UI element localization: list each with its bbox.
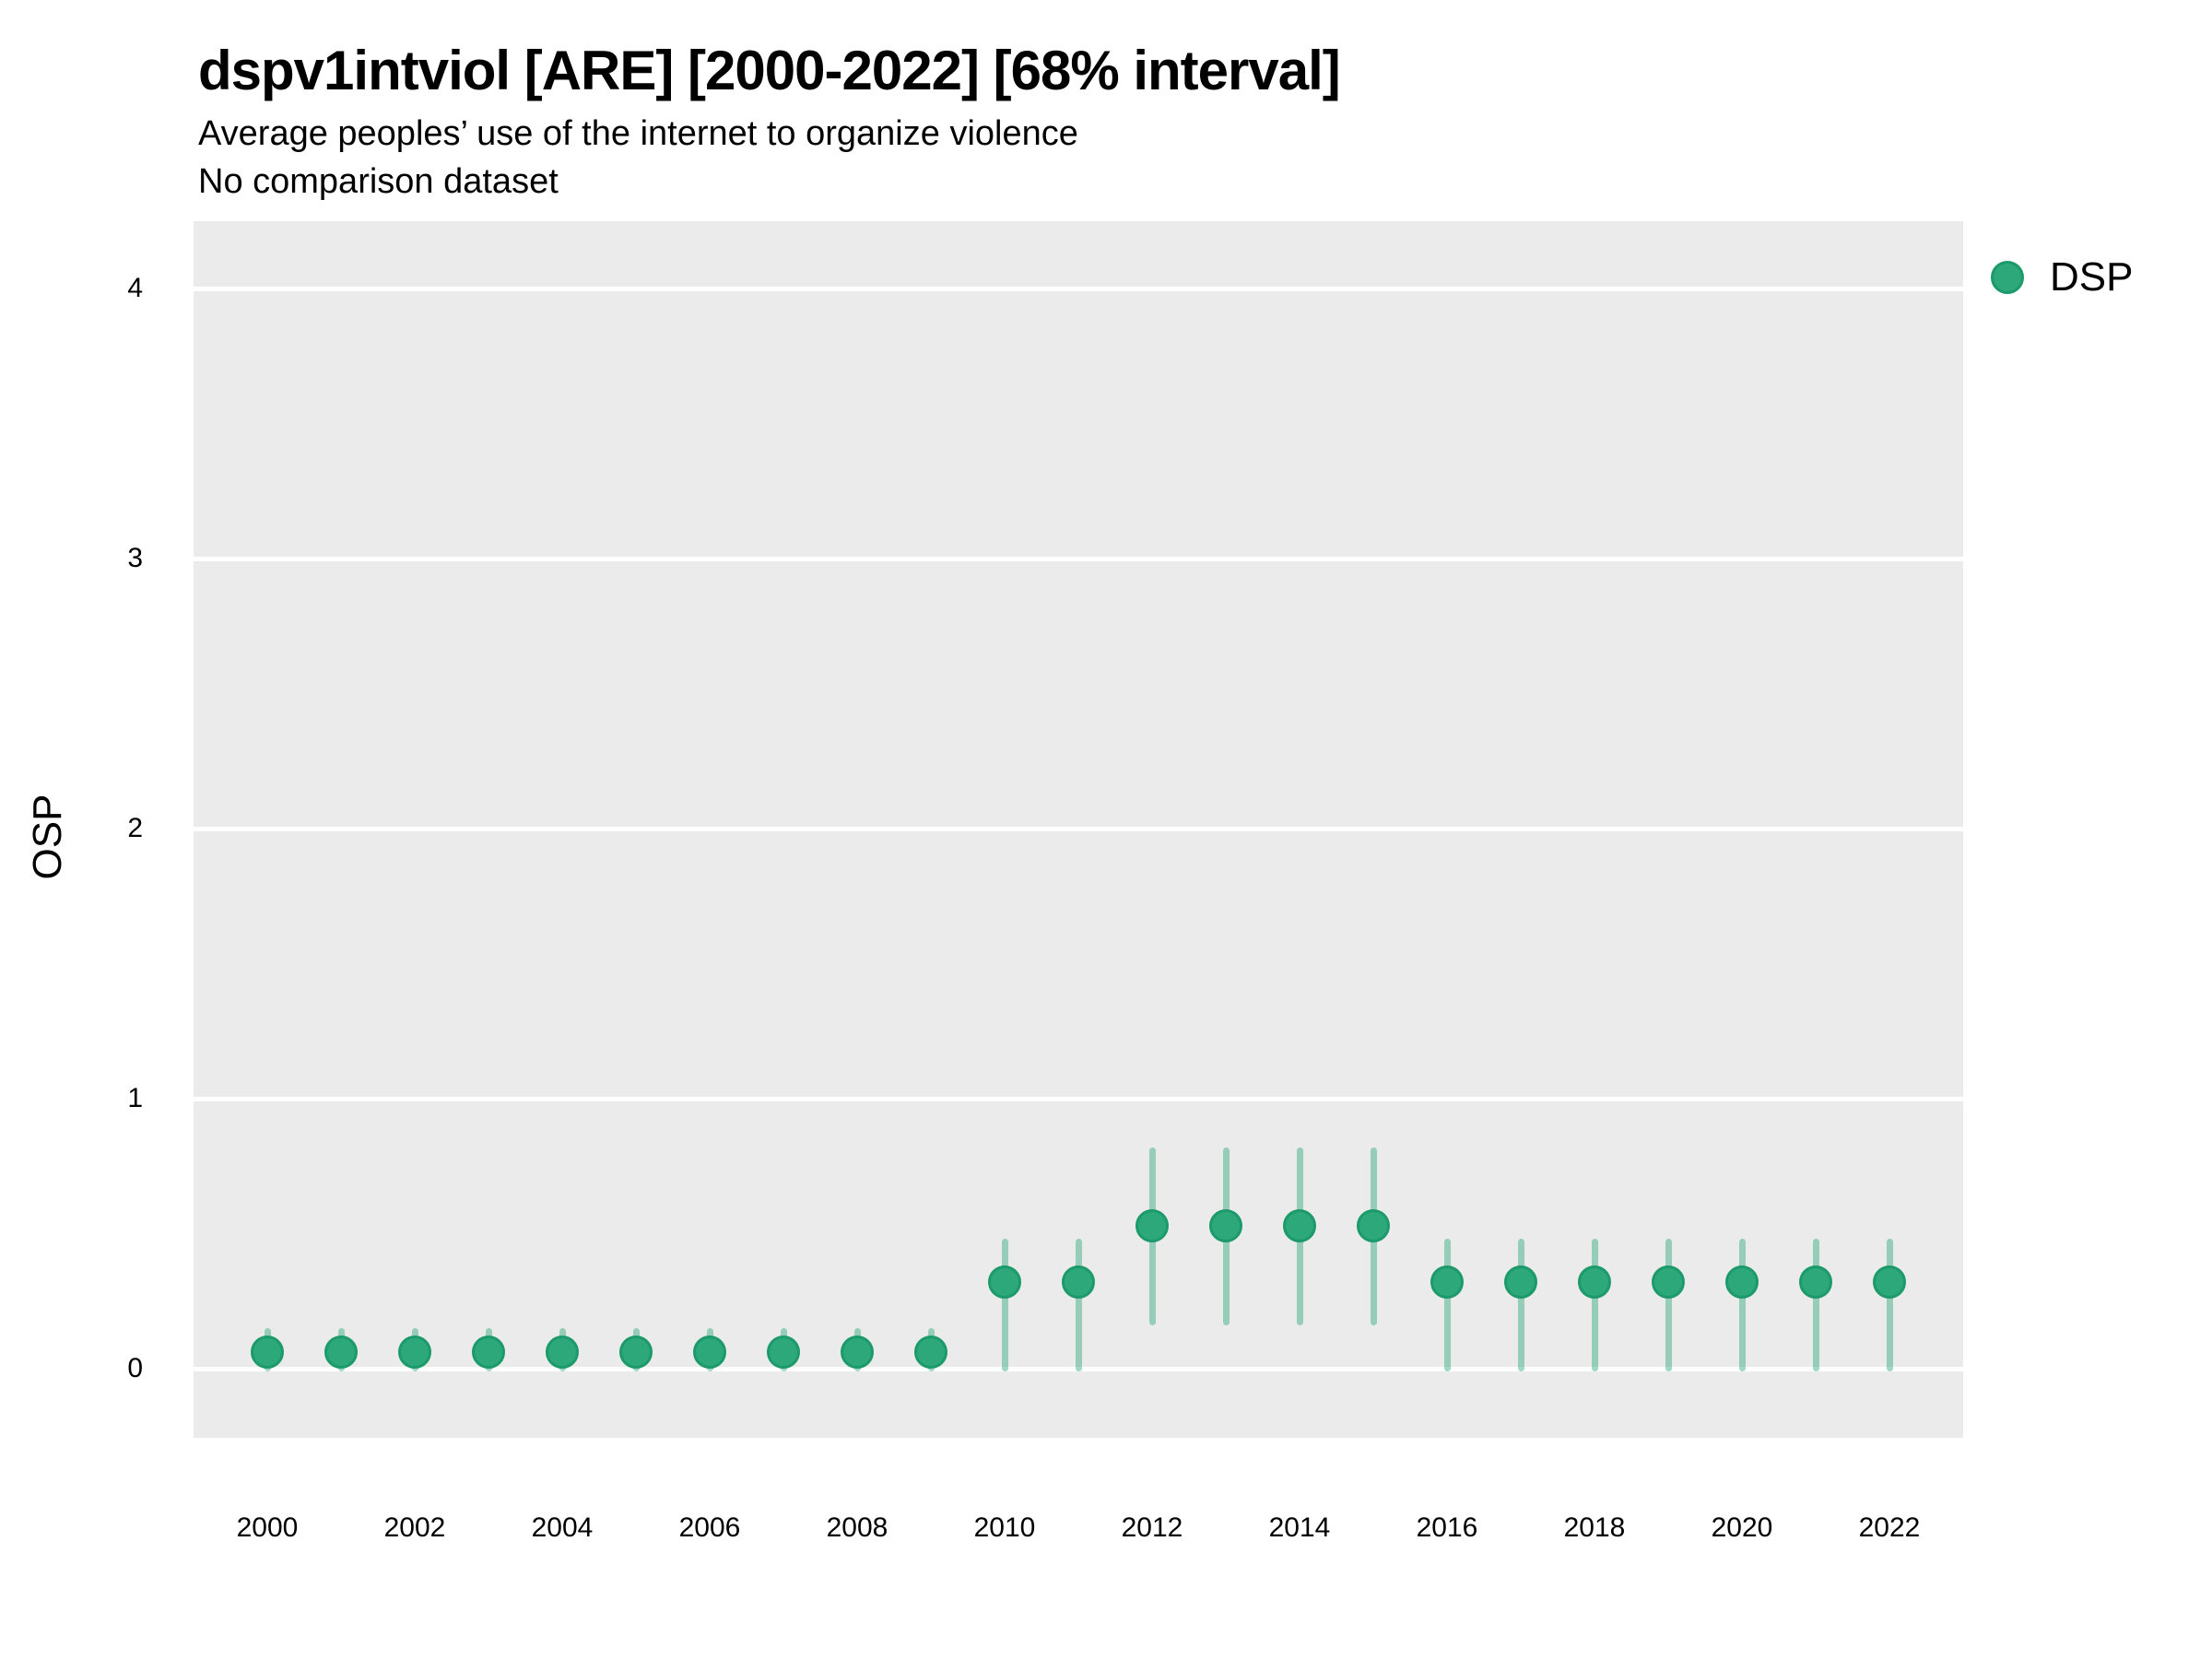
x-tick-label-2012: 2012 [1121,1512,1183,1543]
x-tick-label-2018: 2018 [1563,1512,1626,1543]
data-point-2002 [398,1335,431,1370]
data-point-2020 [1725,1265,1759,1300]
data-point-2019 [1652,1265,1685,1300]
data-point-2016 [1430,1265,1464,1300]
y-tick-label-1: 1 [127,1083,143,1113]
data-point-2005 [619,1335,653,1370]
errorbar-2022 [1886,1239,1893,1371]
errorbar-2016 [1443,1239,1451,1371]
x-tick-label-2016: 2016 [1416,1512,1478,1543]
y-tick-label-2: 2 [127,813,143,843]
data-point-2001 [324,1335,358,1370]
data-point-2017 [1504,1265,1537,1300]
y-axis-title: OSP [25,794,70,880]
errorbar-2021 [1812,1239,1819,1371]
data-point-2009 [914,1335,947,1370]
x-tick-label-2020: 2020 [1711,1512,1773,1543]
data-point-2008 [841,1335,874,1370]
data-point-2011 [1062,1265,1095,1300]
legend-label: DSP [2050,254,2134,300]
x-tick-label-2006: 2006 [678,1512,741,1543]
data-point-2018 [1578,1265,1611,1300]
y-tick-label-3: 3 [127,543,143,573]
data-point-2003 [472,1335,505,1370]
errorbar-2018 [1591,1239,1598,1371]
plot-panel [194,221,1963,1438]
y-tick-label-4: 4 [127,273,143,303]
x-tick-label-2014: 2014 [1268,1512,1331,1543]
data-point-2021 [1799,1265,1832,1300]
data-point-2007 [767,1335,800,1370]
errorbar-2010 [1001,1239,1008,1371]
gridline-y-2 [194,826,1963,831]
x-tick-label-2022: 2022 [1858,1512,1921,1543]
chart-note: No comparison dataset [198,162,559,201]
x-tick-label-2002: 2002 [383,1512,446,1543]
x-tick-label-2008: 2008 [826,1512,888,1543]
data-point-2000 [251,1335,284,1370]
y-tick-label-0: 0 [127,1353,143,1383]
data-point-2006 [693,1335,726,1370]
data-point-2014 [1283,1208,1316,1242]
legend: DSP [1991,254,2133,300]
errorbar-2011 [1075,1239,1082,1371]
chart-subtitle: Average peoples’ use of the internet to … [198,114,1078,153]
gridline-y-1 [194,1096,1963,1101]
data-point-2012 [1135,1208,1169,1242]
data-point-2004 [546,1335,579,1370]
x-tick-label-2010: 2010 [973,1512,1036,1543]
data-point-2010 [988,1265,1021,1300]
data-point-2022 [1873,1265,1906,1300]
gridline-y-0 [194,1366,1963,1371]
x-tick-label-2004: 2004 [531,1512,594,1543]
gridline-y-4 [194,286,1963,291]
chart-title: dspv1intviol [ARE] [2000-2022] [68% inte… [198,40,1341,101]
legend-marker-icon [1991,261,2024,294]
x-tick-label-2000: 2000 [236,1512,299,1543]
errorbar-2020 [1738,1239,1746,1371]
data-point-2015 [1357,1208,1390,1242]
data-point-2013 [1209,1208,1242,1242]
errorbar-2017 [1517,1239,1524,1371]
errorbar-2019 [1665,1239,1672,1371]
gridline-y-3 [194,556,1963,561]
